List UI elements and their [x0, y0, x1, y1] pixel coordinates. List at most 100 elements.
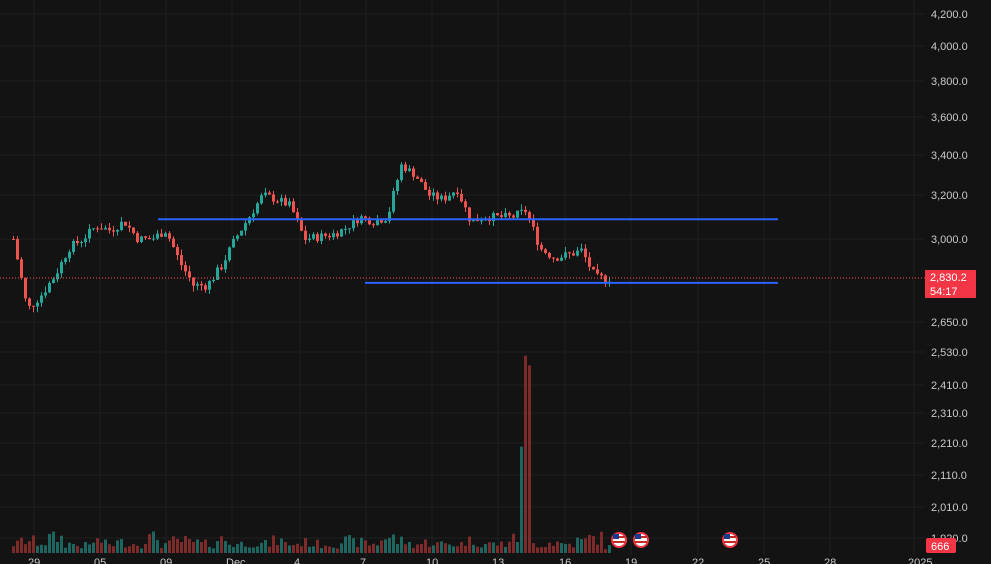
flag-stripe	[613, 541, 625, 543]
volume-bar	[36, 545, 39, 553]
candle-body	[180, 255, 183, 266]
y-tick-label: 2,650.0	[931, 317, 968, 329]
candle-body	[364, 216, 367, 218]
candle-body	[540, 244, 543, 250]
y-tick-label: 2,310.0	[931, 408, 968, 420]
candle-body	[52, 279, 55, 284]
horizontal-lines[interactable]	[158, 218, 778, 284]
candle-body	[516, 210, 519, 218]
volume-bar	[196, 539, 199, 553]
volume-bar	[516, 542, 519, 553]
candle-body	[32, 305, 35, 307]
candle-body	[164, 233, 167, 237]
volume-bar	[68, 542, 71, 553]
volume-bar	[588, 534, 591, 553]
candle-body	[584, 248, 587, 258]
volume-bar	[364, 540, 367, 553]
candle-body	[392, 191, 395, 212]
volume-bar	[332, 547, 335, 553]
candle-body	[308, 238, 311, 240]
candle-body	[216, 267, 219, 280]
volume-bar	[580, 539, 583, 553]
candle-body	[296, 212, 299, 220]
candle-body	[576, 250, 579, 256]
volume-bar	[24, 544, 27, 553]
volume-bar	[176, 538, 179, 553]
volume-bar	[412, 547, 415, 553]
volume-bar	[444, 543, 447, 553]
volume-bar	[548, 542, 551, 553]
candle-body	[60, 262, 63, 274]
volume-bar	[112, 546, 115, 553]
volume-bar	[288, 545, 291, 553]
candle-body	[508, 212, 511, 216]
candle-body	[72, 240, 75, 252]
volume-bar	[404, 544, 407, 553]
flag-canton	[635, 534, 641, 539]
candle-body	[460, 193, 463, 202]
candle-body	[504, 212, 507, 217]
candle-body	[84, 238, 87, 243]
volume-bar	[432, 545, 435, 553]
candle-body	[572, 253, 575, 256]
us-flag-icon[interactable]	[633, 532, 649, 548]
x-tick-label: 29	[28, 557, 40, 564]
candle-body	[132, 227, 135, 234]
volume-bar	[240, 541, 243, 553]
candle-body	[320, 233, 323, 241]
volume-bar	[88, 544, 91, 553]
candle-body	[496, 213, 499, 216]
volume-bar	[524, 355, 527, 553]
volume-bar	[168, 540, 171, 553]
x-tick-label: Dec	[226, 557, 246, 564]
economic-events[interactable]	[611, 532, 738, 548]
volume-bar	[472, 544, 475, 553]
volume-bar	[160, 547, 163, 553]
volume-bar	[104, 539, 107, 553]
candle-body	[544, 249, 547, 253]
volume-bar	[296, 543, 299, 553]
candle-body	[272, 194, 275, 202]
candle-body	[224, 260, 227, 270]
volume-bar	[208, 546, 211, 553]
volume-bar	[20, 537, 23, 553]
x-tick-label: 19	[625, 557, 637, 564]
volume-bar	[488, 542, 491, 553]
price-axis[interactable]: 4,200.0 4,000.0 3,800.0 3,600.0 3,400.0 3,200…	[931, 9, 968, 545]
candle-body	[428, 189, 431, 196]
volume-bar	[276, 545, 279, 553]
candle-body	[128, 225, 131, 228]
volume-bar	[220, 536, 223, 553]
volume-bar	[344, 536, 347, 553]
y-tick-label: 3,400.0	[931, 150, 968, 162]
candle-body	[108, 227, 111, 231]
volume-bar	[72, 544, 75, 553]
volume-bar	[164, 543, 167, 553]
candle-body	[20, 259, 23, 278]
volume-bar	[280, 538, 283, 553]
flag-stripe	[724, 541, 736, 543]
volume-bar	[604, 549, 607, 553]
candle-body	[324, 233, 327, 237]
us-flag-icon[interactable]	[722, 532, 738, 548]
x-tick-label: 28	[824, 557, 836, 564]
candle-body	[444, 195, 447, 201]
candle-body	[312, 234, 315, 239]
volume-bar	[480, 547, 483, 553]
candle-body	[104, 227, 107, 230]
candle-body	[240, 230, 243, 236]
candle-body	[168, 233, 171, 239]
volume-bar	[300, 546, 303, 553]
volume-bar	[512, 533, 515, 553]
candle-body	[256, 203, 259, 214]
volume-bar	[212, 548, 215, 553]
candle-body	[264, 192, 267, 196]
candle-body	[568, 252, 571, 254]
candle-body	[228, 247, 231, 261]
us-flag-icon[interactable]	[611, 532, 627, 548]
time-axis[interactable]: 29 05 09 Dec 4 7 10 13 16 19 22 25 28 2025	[28, 557, 932, 564]
volume-bar	[388, 537, 391, 553]
volume-bar	[520, 446, 523, 553]
y-tick-label: 4,000.0	[931, 41, 968, 53]
